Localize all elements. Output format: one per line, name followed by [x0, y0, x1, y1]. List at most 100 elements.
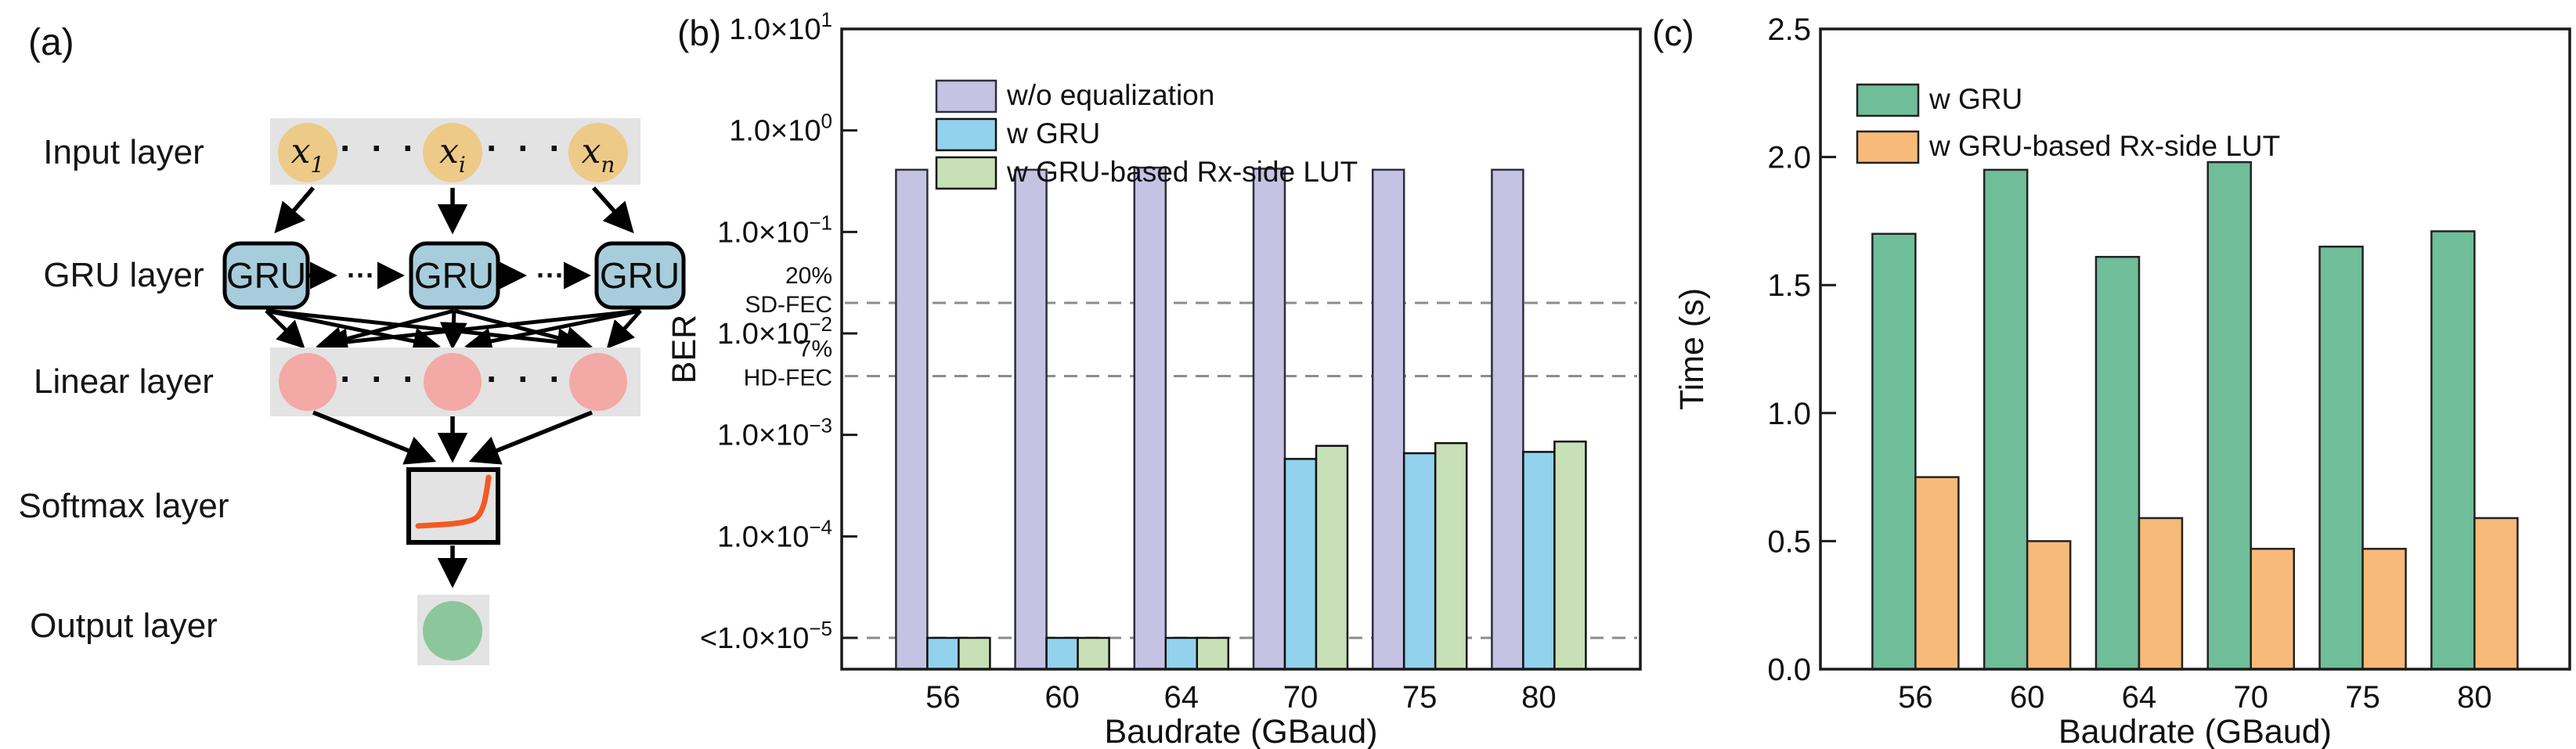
- threshold-label-1-line2: HD-FEC: [744, 365, 832, 391]
- x-tick-label-c-2: 64: [2122, 680, 2157, 715]
- softmax-curve: [415, 474, 492, 529]
- bar-b-s2-80: [1553, 440, 1587, 671]
- input-node-x1-label: x1: [291, 131, 325, 178]
- gru-box-1: [222, 241, 310, 310]
- legend-swatch-b-2: [935, 156, 998, 190]
- input-node-x1: [278, 123, 337, 182]
- gru-box-2-label: GRU: [414, 255, 494, 296]
- x-tick-label-b-5: 80: [1521, 680, 1557, 715]
- bar-c-s0-60: [1983, 168, 2029, 671]
- panel-b-label: (b): [677, 13, 721, 53]
- y-tick-label-b-1: 1.0×100: [729, 110, 832, 148]
- bar-b-s1-56: [926, 636, 960, 671]
- y-tick-label-b-5: 1.0×10−4: [717, 515, 832, 553]
- softmax-layer-label: Softmax layer: [19, 487, 229, 525]
- bar-b-s1-80: [1522, 451, 1556, 671]
- panel-a-network-diagram: (a) Input layer GRU layer Linear layer S…: [0, 0, 689, 749]
- y-tick-label-b-3: 1.0×10−2: [717, 312, 832, 351]
- y-tick-label-c-3: 1.5: [1767, 268, 1811, 303]
- bar-b-s0-70: [1252, 167, 1286, 671]
- legend-swatch-b-1: [935, 117, 998, 152]
- bar-c-s0-56: [1871, 232, 1917, 671]
- bar-b-s1-60: [1045, 636, 1079, 671]
- bar-b-s2-60: [1077, 636, 1110, 671]
- gru-box-3: [594, 241, 686, 310]
- x-tick-label-b-3: 70: [1283, 680, 1319, 715]
- linear-row-ellipsis-1: · · ·: [340, 358, 420, 399]
- input-row-ellipsis-2: · · ·: [486, 128, 566, 168]
- legend-swatch-b-0: [935, 79, 998, 113]
- bar-b-s2-56: [958, 636, 991, 671]
- bar-b-s1-64: [1164, 636, 1199, 671]
- x-tick-label-b-1: 60: [1044, 680, 1080, 715]
- bar-c-s1-60: [2026, 540, 2072, 671]
- x-tick-label-b-0: 56: [925, 680, 961, 715]
- legend-label-c-1: w GRU-based Rx-side LUT: [1928, 130, 2280, 162]
- legend-label-b-0: w/o equalization: [1006, 79, 1214, 111]
- panel-a-label: (a): [28, 22, 74, 63]
- y-tick-label-c-1: 0.5: [1767, 524, 1811, 559]
- input-node-xn-label: xn: [582, 131, 615, 178]
- bar-c-s0-80: [2430, 230, 2476, 671]
- output-layer-label: Output layer: [30, 607, 218, 645]
- linear-node-2: [424, 353, 482, 411]
- bar-b-s0-75: [1371, 168, 1405, 671]
- bar-b-s2-75: [1434, 441, 1468, 671]
- gru-chain-ellipsis-2: ···: [536, 259, 565, 291]
- x-tick-label-c-5: 80: [2457, 680, 2492, 715]
- y-tick-label-c-2: 1.0: [1767, 397, 1811, 431]
- bar-b-s0-80: [1491, 168, 1524, 671]
- x-tick-label-c-3: 70: [2234, 680, 2269, 715]
- y-axis-label-b: BER: [666, 315, 703, 384]
- plot-frame-b: [840, 27, 1642, 671]
- legend-swatch-c-0: [1856, 83, 1920, 117]
- x-axis-label-b: Baudrate (GBaud): [1105, 713, 1378, 749]
- legend-swatch-c-1: [1856, 130, 1920, 164]
- bar-c-s1-56: [1914, 476, 1960, 671]
- gru-layer-label: GRU layer: [43, 256, 204, 294]
- y-tick-label-b-0: 1.0×101: [729, 8, 832, 46]
- y-tick-label-b-6: <1.0×10−5: [700, 617, 832, 655]
- legend-label-c-0: w GRU: [1928, 83, 2022, 115]
- network-diagram-svg: (a) Input layer GRU layer Linear layer S…: [19, 22, 686, 665]
- input-node-xi-label: xi: [439, 131, 466, 178]
- y-tick-label-c-0: 0.0: [1767, 653, 1811, 687]
- y-tick-label-b-4: 1.0×10−3: [717, 414, 832, 452]
- panel-b-ber-chart: 20% SD-FEC 7% HD-FEC 1.0×101 1.0×100 1.0×10−1 1…: [666, 0, 1660, 749]
- gru-box-3-label: GRU: [600, 255, 680, 296]
- x-tick-label-c-0: 56: [1898, 680, 1933, 715]
- bar-b-s2-64: [1196, 636, 1230, 671]
- gru-box-1-label: GRU: [226, 255, 306, 296]
- bar-c-s1-75: [2361, 547, 2407, 671]
- input-node-xn: [568, 123, 628, 182]
- x-tick-label-c-1: 60: [2010, 680, 2045, 715]
- y-tick-label-b-2: 1.0×10−1: [717, 211, 832, 249]
- time-chart-svg: 0.0 0.5 1.0 1.5 2.0 2.5 56 60 64 70 75 80 Baudrate (…: [1652, 13, 2571, 749]
- threshold-label-0-line2: SD-FEC: [745, 292, 832, 318]
- x-axis-label-c: Baudrate (GBaud): [2058, 713, 2332, 749]
- panel-c-time-chart: 0.0 0.5 1.0 1.5 2.0 2.5 56 60 64 70 75 80 Baudrate (…: [1629, 0, 2576, 749]
- bar-b-s0-60: [1014, 168, 1048, 671]
- gru-chain-ellipsis-1: ···: [347, 259, 375, 291]
- input-row-ellipsis-1: · · ·: [340, 128, 420, 168]
- bar-c-s1-80: [2473, 517, 2519, 671]
- panel-c-label: (c): [1652, 13, 1694, 53]
- gru-to-linear-arrows: [265, 308, 642, 356]
- bar-b-s1-70: [1283, 458, 1318, 671]
- bar-c-s0-75: [2318, 245, 2364, 671]
- bar-b-s2-70: [1315, 445, 1349, 671]
- input-layer-label: Input layer: [43, 133, 204, 171]
- bar-c-s1-70: [2249, 547, 2296, 671]
- linear-node-1: [279, 353, 337, 411]
- y-tick-label-c-4: 2.0: [1767, 141, 1811, 175]
- y-axis-label-c: Time (s): [1673, 288, 1711, 410]
- bar-b-s1-75: [1402, 452, 1437, 671]
- ber-chart-svg: 20% SD-FEC 7% HD-FEC 1.0×101 1.0×100 1.0×10−1 1…: [666, 8, 1642, 749]
- output-node: [423, 601, 482, 661]
- threshold-label-1-line1: 7%: [799, 336, 832, 362]
- x-tick-label-b-2: 64: [1164, 680, 1200, 715]
- gru-box-2: [409, 241, 500, 310]
- bar-c-s0-70: [2206, 160, 2253, 671]
- bar-b-s0-64: [1133, 166, 1167, 671]
- input-node-xi: [423, 123, 482, 182]
